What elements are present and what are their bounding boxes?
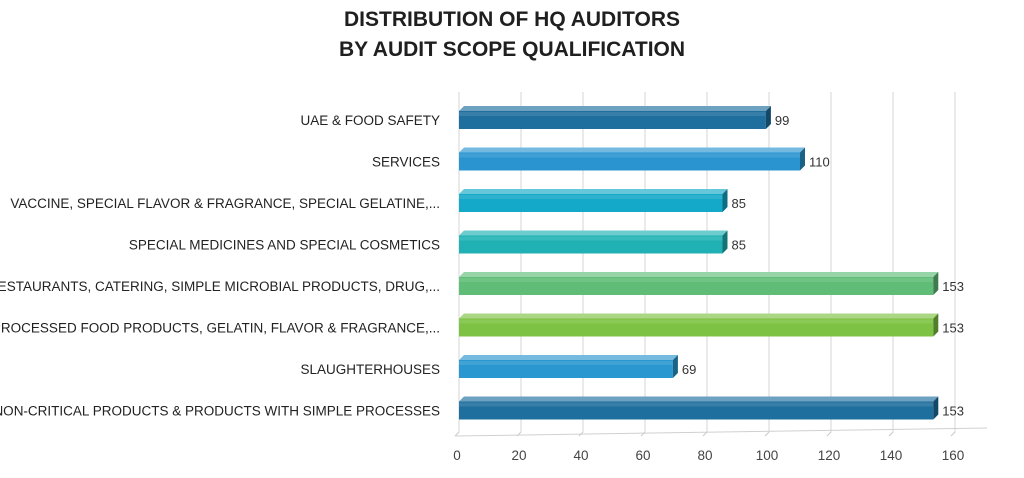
category-label: RESTAURANTS, CATERING, SIMPLE MICROBIAL …: [0, 279, 440, 294]
value-label: 85: [732, 196, 746, 211]
chart-title-line-2: BY AUDIT SCOPE QUALIFICATION: [339, 38, 685, 61]
x-tick-label: 0: [453, 448, 461, 463]
x-tick-label: 60: [635, 448, 650, 463]
bar-end-face: [933, 396, 939, 420]
bar-top-face: [459, 106, 771, 111]
category-label: PROCESSED FOOD PRODUCTS, GELATIN, FLAVOR…: [0, 321, 440, 336]
category-label: SERVICES: [372, 155, 440, 170]
x-tick-label: 40: [573, 448, 588, 463]
axis-floor: [454, 427, 988, 437]
value-label: 153: [942, 321, 964, 336]
tick-mark: [764, 431, 770, 437]
value-label: 153: [942, 279, 964, 294]
x-tick-label: 120: [818, 448, 841, 463]
bar: [459, 189, 728, 212]
bar-end-face: [765, 106, 771, 129]
bar-highlight: [459, 319, 934, 324]
bar-top-face: [459, 272, 939, 277]
tick-mark: [640, 431, 646, 437]
category-label: SLAUGHTERHOUSES: [300, 362, 440, 377]
bar-top-face: [459, 230, 728, 236]
bar-top-face: [459, 396, 939, 402]
x-tick-label: 100: [756, 448, 779, 463]
bar-highlight: [459, 195, 723, 199]
value-label: 69: [682, 362, 696, 377]
bar-end-face: [722, 189, 728, 212]
labels: 0 20 40 60 80 100 120 140 160 99 UAE & FOOD SAFETY…: [0, 113, 964, 463]
x-tick-label: 20: [511, 448, 526, 463]
bar: [459, 230, 728, 254]
bar-highlight: [459, 236, 723, 241]
category-label: UAE & FOOD SAFETY: [300, 113, 440, 128]
x-tick-label: 140: [880, 448, 903, 463]
bar-end-face: [672, 355, 678, 378]
bar-highlight: [459, 112, 766, 116]
tick-mark: [826, 431, 832, 437]
bar: [459, 396, 939, 420]
tick-mark: [454, 431, 460, 437]
bar-top-face: [459, 189, 728, 194]
category-label: VACCINE, SPECIAL FLAVOR & FRAGRANCE, SPE…: [10, 196, 440, 211]
gridlines: [454, 92, 988, 437]
x-tick-label: 80: [697, 448, 712, 463]
bar: [459, 313, 939, 337]
chart-title-line-1: DISTRIBUTION OF HQ AUDITORS: [344, 8, 680, 31]
bar-top-face: [459, 313, 939, 319]
bar-highlight: [459, 153, 800, 158]
bar-end-face: [933, 313, 939, 337]
tick-mark: [888, 431, 894, 437]
value-label: 110: [809, 155, 830, 170]
bar: [459, 272, 939, 295]
bar: [459, 147, 805, 171]
bar-end-face: [933, 272, 939, 295]
bar-highlight: [459, 402, 934, 407]
value-label: 85: [732, 238, 746, 253]
bar-top-face: [459, 147, 805, 153]
value-label: 99: [775, 113, 789, 128]
bar: [459, 106, 771, 129]
bar-highlight: [459, 361, 673, 365]
tick-mark: [950, 431, 956, 437]
category-label: SPECIAL MEDICINES AND SPECIAL COSMETICS: [129, 238, 440, 253]
x-tick-label: 160: [942, 448, 965, 463]
bar-end-face: [722, 230, 728, 254]
bars: [459, 106, 939, 420]
category-label: NON-CRITICAL PRODUCTS & PRODUCTS WITH SI…: [0, 404, 440, 419]
bar: [459, 355, 678, 378]
bar-top-face: [459, 355, 678, 360]
bar-highlight: [459, 278, 934, 282]
value-label: 153: [942, 404, 964, 419]
bar-end-face: [800, 147, 805, 171]
